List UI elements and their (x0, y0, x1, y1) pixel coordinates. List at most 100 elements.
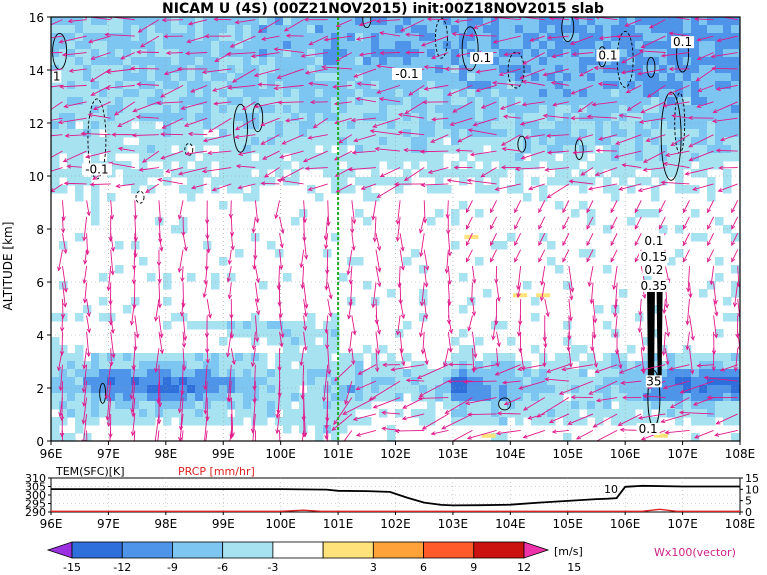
wind-vector-321 (348, 282, 353, 307)
wind-vector-158 (205, 397, 210, 422)
wind-vector-19 (51, 117, 63, 121)
wind-vector-466 (451, 31, 473, 37)
wind-vector-187 (230, 348, 236, 366)
wind-vector-453 (465, 249, 473, 263)
wind-vector-279 (285, 117, 304, 123)
wind-vector-496 (503, 397, 521, 406)
wind-vector-561 (546, 183, 570, 199)
wind-vector-740 (731, 233, 739, 247)
wind-vector-702 (694, 429, 714, 439)
wind-vector-698 (668, 66, 690, 72)
wind-vector-66 (109, 200, 115, 220)
wind-vector-421 (443, 348, 449, 368)
wind-vector-255 (257, 82, 280, 87)
wind-vector-252 (260, 134, 280, 145)
svg-text:0.1: 0.1 (673, 35, 692, 49)
wind-vector-318 (347, 331, 353, 354)
wind-vector-459 (455, 148, 473, 153)
wind-vector-455 (465, 216, 473, 230)
wind-vector-478 (494, 266, 499, 284)
wind-vector-446 (448, 362, 473, 367)
wind-vector-118 (158, 200, 163, 224)
wind-vector-350 (375, 233, 382, 252)
wind-vector-343 (375, 348, 380, 373)
wind-vector-505 (514, 249, 522, 263)
wind-vector-414 (405, 32, 425, 37)
wind-vector-312 (343, 430, 353, 441)
wind-vector-75 (90, 52, 111, 61)
wind-vector-567 (550, 80, 569, 86)
wind-vector-672 (637, 68, 666, 76)
wind-vector-722 (696, 101, 714, 108)
wind-vector-215 (254, 315, 260, 343)
wind-vector-382 (369, 129, 401, 136)
colorbar-segment-5 (322, 541, 374, 559)
wind-vector-228 (241, 101, 256, 111)
wind-vector-517 (503, 52, 521, 57)
wind-vector-190 (229, 298, 234, 320)
wind-vector-735 (735, 315, 740, 339)
wind-vector-280 (277, 100, 304, 105)
wind-vector-394 (390, 364, 425, 372)
wind-vector-9 (62, 282, 68, 308)
wind-vector-283 (273, 47, 304, 53)
wind-vector-340 (342, 397, 377, 415)
wind-vector-456 (465, 200, 473, 214)
wind-vector-469 (467, 412, 497, 417)
wind-vector-487 (472, 117, 497, 127)
wind-vector-117 (158, 216, 163, 244)
y-tick-0: 0 (36, 435, 44, 449)
wind-vector-297 (325, 249, 330, 275)
wind-vector-697 (667, 84, 690, 95)
wind-vector-408 (397, 130, 425, 136)
wind-vector-646 (620, 68, 642, 75)
wind-vector-50 (58, 35, 87, 44)
wind-vector-752 (716, 35, 738, 43)
wind-vector-585 (586, 216, 594, 230)
wind-vector-576 (561, 364, 594, 372)
wind-vector-111 (158, 315, 164, 339)
wind-vector-472 (471, 364, 497, 371)
wind-vector-693 (664, 150, 690, 158)
contour-2 (135, 190, 145, 204)
wind-vector-135 (182, 348, 187, 372)
wind-vector-1 (59, 413, 65, 438)
wind-vector-178 (176, 66, 208, 72)
wind-vector-483 (466, 178, 497, 185)
wind-vector-221 (251, 216, 256, 234)
wind-vector-389 (375, 18, 401, 24)
wind-vector-258 (261, 35, 280, 41)
wind-vector-167 (204, 249, 209, 271)
contour-labels: 1 0.1 -0.1 0.1 0.1 -0.1 0.1 0.150.2 0.35 35 0.1 (52, 35, 695, 436)
wind-vector-24 (51, 35, 63, 39)
wind-vector-607 (613, 282, 618, 310)
wind-vector-57 (109, 348, 114, 367)
wind-vector-266 (303, 331, 308, 352)
wind-vector-144 (177, 200, 184, 220)
wind-vector-712 (709, 266, 715, 286)
wind-vector-90 (133, 233, 138, 259)
wind-vector-10 (62, 266, 68, 293)
wind-vector-543 (522, 52, 545, 65)
wind-vector-493 (473, 19, 497, 29)
wind-vector-367 (368, 380, 401, 401)
wind-vector-186 (226, 364, 232, 403)
x-tick-99E: 99E (212, 447, 235, 461)
wind-vector-112 (154, 298, 160, 322)
wind-vector-56 (104, 364, 112, 400)
wind-vector-109 (154, 348, 160, 373)
wind-vector-583 (586, 249, 594, 263)
svg-text:1: 1 (53, 70, 61, 84)
wind-vector-170 (204, 200, 210, 225)
wind-vector-614 (594, 167, 618, 177)
wind-vector-610 (610, 233, 618, 247)
wind-vector-259 (257, 19, 280, 33)
contour-label-9: 0.35 (638, 279, 669, 293)
wind-vector-592 (577, 101, 594, 113)
wind-vector-325 (350, 216, 355, 234)
wind-vector-165 (202, 282, 208, 299)
wind-vector-512 (500, 134, 521, 146)
wind-vector-480 (490, 233, 497, 247)
x-tick-105E: 105E (553, 447, 584, 461)
tem-tick-290: 290 (25, 506, 46, 519)
